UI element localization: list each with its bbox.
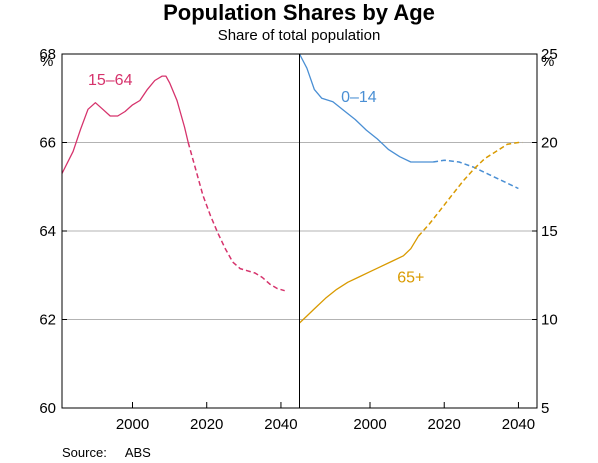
chart-subtitle: Share of total population <box>217 27 381 44</box>
chart-title: Population Shares by Age <box>163 0 435 25</box>
left-x-tick-label-2040: 2040 <box>264 416 297 433</box>
series-line-working-age-actual <box>61 75 189 174</box>
left-unit-label: % <box>40 53 53 70</box>
source-note: Source: ABS <box>62 445 151 460</box>
left-y-tick-label-68: 68 <box>39 46 56 63</box>
right-x-tick-label-2020: 2020 <box>428 416 461 433</box>
right-unit-label: % <box>541 53 554 70</box>
left-y-tick-label-62: 62 <box>39 312 56 329</box>
series-layer <box>61 53 523 324</box>
right-y-tick-label-25: 25 <box>541 46 558 63</box>
series-label-working-age: 15–64 <box>88 72 133 89</box>
left-x-tick-label-2000: 2000 <box>116 416 149 433</box>
right-y-tick-label-10: 10 <box>541 312 558 329</box>
labels-layer: % % 15–64 0–14 65+ <box>40 53 554 286</box>
series-line-young-projected <box>432 159 519 190</box>
source-value: ABS <box>124 445 151 460</box>
source-label: Source: <box>62 445 107 460</box>
gridlines <box>62 142 537 320</box>
right-y-tick-label-15: 15 <box>541 223 558 240</box>
right-y-tick-label-20: 20 <box>541 135 558 152</box>
series-label-young: 0–14 <box>341 89 377 106</box>
left-y-tick-label-66: 66 <box>39 135 56 152</box>
series-line-young-actual <box>298 53 434 163</box>
left-x-tick-label-2020: 2020 <box>190 416 223 433</box>
series-line-working-age-projected <box>187 142 285 292</box>
right-x-tick-label-2000: 2000 <box>353 416 386 433</box>
right-y-tick-label-5: 5 <box>541 400 549 417</box>
series-line-old-actual <box>299 235 419 324</box>
left-y-tick-label-60: 60 <box>39 400 56 417</box>
series-line-old-projected <box>417 141 523 237</box>
series-label-old: 65+ <box>397 269 424 286</box>
right-x-tick-label-2040: 2040 <box>502 416 535 433</box>
left-y-tick-label-64: 64 <box>39 223 56 240</box>
ticks-layer: 60 62 64 66 68 2000 2020 2040 5 10 15 20 25 2000 2020 2… <box>39 46 557 433</box>
